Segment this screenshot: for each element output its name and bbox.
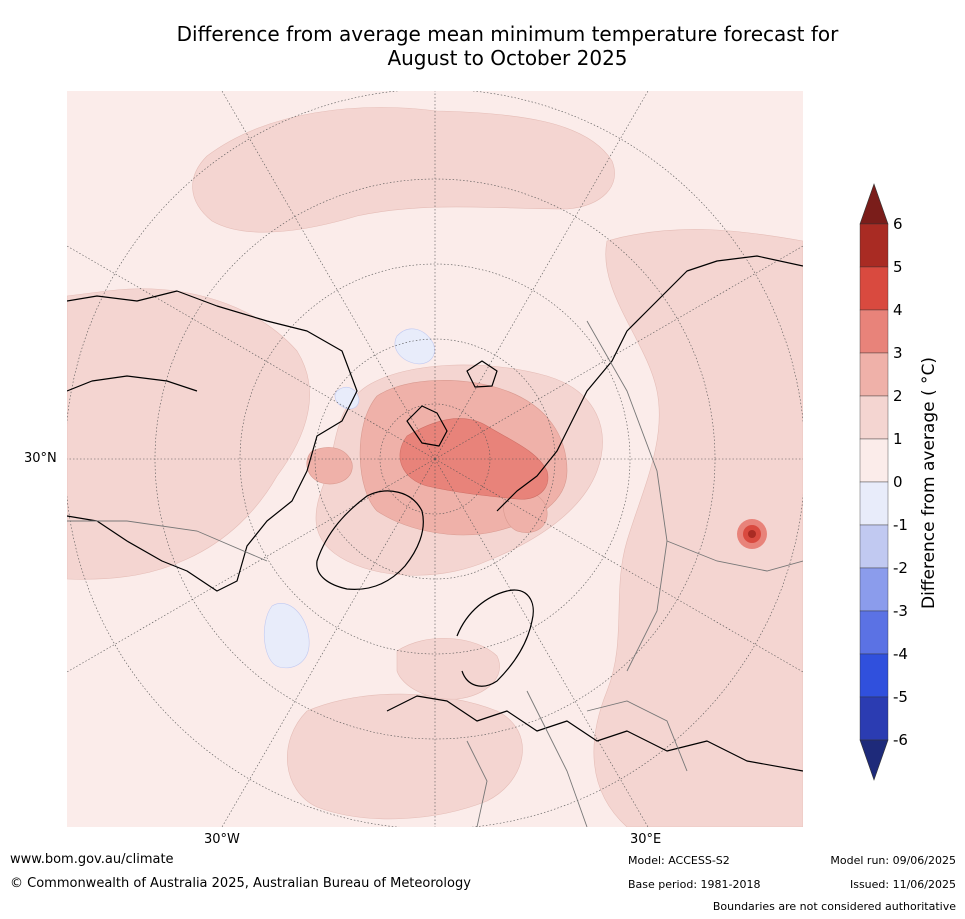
anomaly-map (67, 91, 803, 827)
coast-north-america (67, 290, 358, 592)
colorbar-band (859, 696, 889, 741)
colorbar-band (859, 438, 889, 483)
colorbar-band (859, 610, 889, 655)
hotspot (737, 519, 767, 549)
colorbar-band (859, 567, 889, 612)
footer-disclaimer: Boundaries are not considered authoritat… (712, 900, 956, 913)
colorbar-tick-label: -3 (893, 602, 908, 620)
colorbar-tick-label: -5 (893, 688, 908, 706)
colorbar-tick-label: -6 (893, 731, 908, 749)
footer-model-run: Model run: 09/06/2025 (830, 854, 956, 867)
colorbar-band (859, 352, 889, 397)
graticule (67, 91, 803, 827)
colorbar-band (859, 524, 889, 569)
colorbar-band (859, 266, 889, 311)
lon-label-30w: 30°W (204, 832, 240, 847)
colorbar-extend-bottom (859, 739, 889, 781)
coast-europe (386, 695, 803, 772)
footer-model: Model: ACCESS-S2 (628, 854, 730, 867)
colorbar-tick-label: -1 (893, 516, 908, 534)
colorbar (859, 183, 889, 781)
footer-issued: Issued: 11/06/2025 (849, 878, 956, 891)
title-line-2: August to October 2025 (387, 46, 628, 70)
colorbar-extend-top (859, 183, 889, 225)
colorbar-band (859, 309, 889, 354)
coast-scandinavia (456, 589, 534, 687)
coast-greenland (316, 490, 424, 590)
colorbar-band (859, 395, 889, 440)
footer-base-period: Base period: 1981-2018 (628, 878, 761, 891)
title-line-1: Difference from average mean minimum tem… (176, 22, 839, 46)
lat-label-30n: 30°N (24, 451, 57, 466)
colorbar-band (859, 481, 889, 526)
country-borders (67, 320, 803, 827)
colorbar-tick-label: 0 (893, 473, 903, 491)
colorbar-tick-label: 3 (893, 344, 903, 362)
colorbar-label: Difference from average ( °C) (919, 356, 939, 610)
colorbar-tick-label: 6 (893, 215, 903, 233)
colorbar-band (859, 653, 889, 698)
colorbar-tick-label: -4 (893, 645, 908, 663)
colorbar-tick-label: 2 (893, 387, 903, 405)
colorbar-band (859, 223, 889, 268)
colorbar-tick-label: 5 (893, 258, 903, 276)
coastlines (67, 255, 803, 772)
footer-copyright: © Commonwealth of Australia 2025, Austra… (10, 876, 471, 891)
lon-label-30e: 30°E (630, 832, 662, 847)
coast-siberia (496, 255, 803, 512)
colorbar-tick-label: -2 (893, 559, 908, 577)
coast-arctic-islands (406, 360, 498, 447)
coast-alaska (67, 375, 198, 392)
anomaly-band-neg-1-0 (264, 328, 435, 669)
footer-url[interactable]: www.bom.gov.au/climate (10, 852, 174, 867)
chart-title: Difference from average mean minimum tem… (0, 22, 965, 70)
colorbar-tick-label: 1 (893, 430, 903, 448)
colorbar-tick-label: 4 (893, 301, 903, 319)
